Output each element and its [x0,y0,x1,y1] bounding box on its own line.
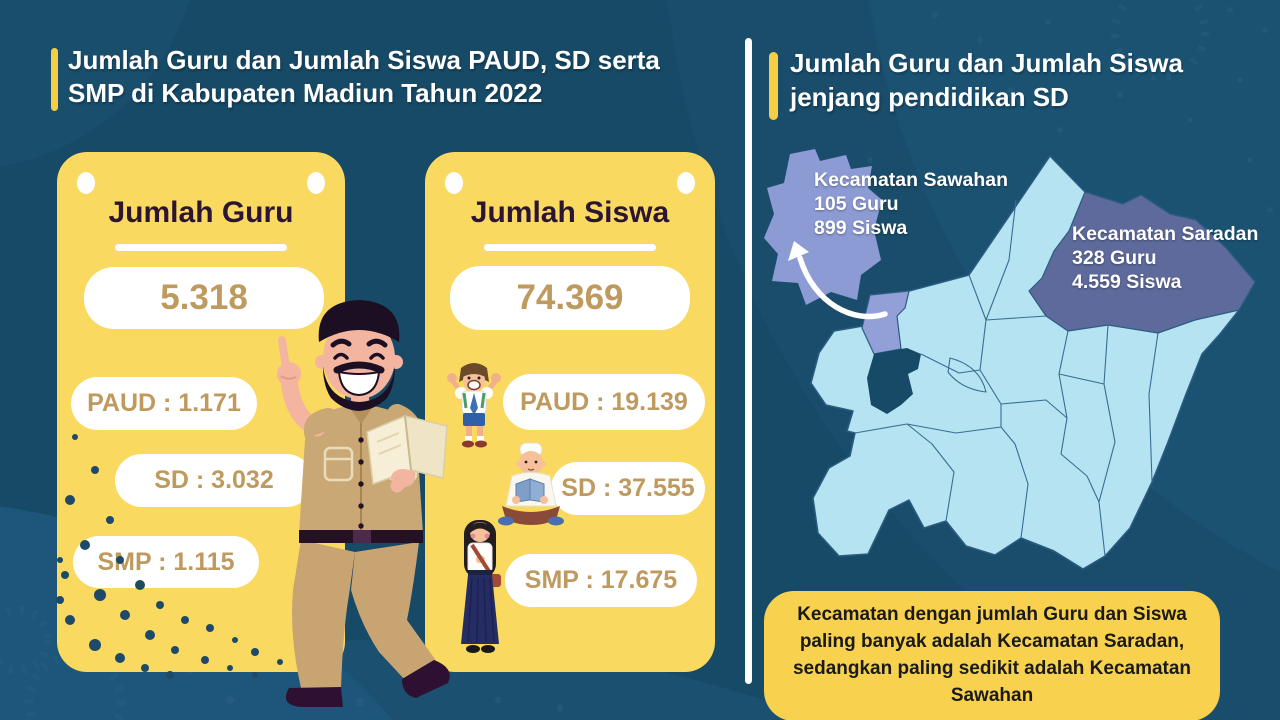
summary-box: Kecamatan dengan jumlah Guru dan Siswa p… [764,591,1220,720]
right-title-accent-bar [769,52,778,120]
madiun-regency-map [764,149,1256,570]
siswa-card-title: Jumlah Siswa [470,196,670,229]
panel-divider [745,38,752,684]
saradan-name: Kecamatan Saradan [1072,223,1259,245]
saradan-region [1028,191,1256,334]
guru-card-title: Jumlah Guru [108,196,294,229]
guru-paud-pill: PAUD : 1.171 [71,377,257,430]
left-title-accent-bar [51,48,58,111]
sawahan-label: Kecamatan Sawahan 105 Guru 899 Siswa [814,168,1008,240]
right-title-line1: Jumlah Guru dan Jumlah Siswa [790,48,1183,78]
siswa-card: Jumlah Siswa 74.369 PAUD : 19.139 SD : 3… [425,152,715,672]
madiun-city-hole [867,348,921,414]
card-hole-left [445,172,463,194]
map-arrowhead [788,241,809,261]
card-hole-right [677,172,695,194]
saradan-guru: 328 Guru [1072,247,1157,269]
left-title-line1: Jumlah Guru dan Jumlah Siswa PAUD, SD se… [68,45,660,75]
dots-decoration [56,434,333,679]
siswa-card-underline [484,244,656,251]
sawahan-region [861,290,910,355]
guru-smp-pill: SMP : 1.115 [73,536,259,588]
siswa-paud-pill: PAUD : 19.139 [503,374,705,430]
sawahan-guru: 105 Guru [814,193,899,215]
card-hole-left [77,172,95,194]
cheering-boy-illustration [447,363,501,448]
guru-sd-pill: SD : 3.032 [115,454,313,507]
siswa-total-pill: 74.369 [450,266,690,330]
siswa-sd-pill: SD : 37.555 [551,462,705,515]
sawahan-enlarged-shape [764,149,882,305]
left-title-line2: SMP di Kabupaten Madiun Tahun 2022 [68,78,543,108]
schoolgirl-illustration [461,520,501,653]
sawahan-name: Kecamatan Sawahan [814,169,1009,191]
summary-text: Kecamatan dengan jumlah Guru dan Siswa p… [792,604,1192,706]
teacher-illustration [277,300,450,707]
right-panel-title: Jumlah Guru dan Jumlah Siswa jenjang pen… [790,46,1260,114]
card-hole-right [307,172,325,194]
sawahan-siswa: 899 Siswa [814,217,908,239]
guru-card-underline [115,244,287,251]
right-title-line2: jenjang pendidikan SD [790,82,1069,112]
siswa-smp-pill: SMP : 17.675 [505,554,697,607]
saradan-label: Kecamatan Saradan 328 Guru 4.559 Siswa [1072,222,1258,294]
saradan-siswa: 4.559 Siswa [1072,271,1182,293]
map-arrow [797,255,888,320]
left-panel-title: Jumlah Guru dan Jumlah Siswa PAUD, SD se… [68,44,748,110]
guru-total-pill: 5.318 [84,267,324,329]
reading-boy-illustration [498,442,564,526]
